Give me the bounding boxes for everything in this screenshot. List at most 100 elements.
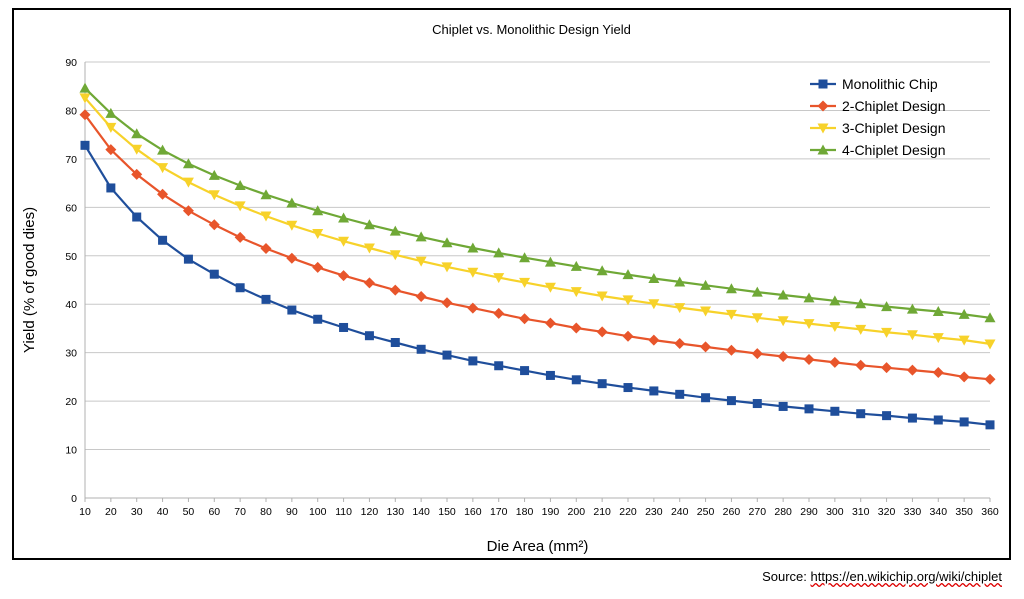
x-tick-label: 360 [981, 506, 999, 518]
data-point-series-2 [881, 327, 893, 338]
data-point-series-2 [648, 299, 660, 310]
data-point-series-2 [519, 277, 531, 288]
data-point-series-2 [441, 262, 453, 273]
y-tick-label: 30 [65, 348, 77, 360]
data-point-series-1 [674, 337, 686, 349]
data-point-series-1 [131, 168, 143, 180]
data-point-series-2 [79, 93, 91, 104]
x-tick-label: 130 [387, 506, 405, 518]
data-point-series-2 [622, 295, 634, 306]
data-point-series-3 [906, 303, 918, 314]
data-point-series-0 [726, 396, 736, 406]
source-link[interactable]: https://en.wikichip.org/wiki/chiplet [810, 569, 1002, 584]
data-point-series-1 [570, 322, 582, 334]
data-point-series-2 [984, 339, 996, 350]
x-tick-label: 350 [955, 506, 973, 518]
data-point-series-3 [79, 82, 91, 93]
x-tick-label: 120 [361, 506, 379, 518]
data-point-series-1 [286, 252, 298, 264]
data-point-series-2 [389, 250, 401, 261]
data-point-series-0 [545, 370, 555, 380]
x-tick-label: 20 [105, 506, 117, 518]
data-point-series-2 [544, 282, 556, 293]
data-point-series-2 [105, 122, 117, 133]
data-point-series-3 [131, 128, 143, 139]
data-point-series-1 [157, 188, 169, 200]
x-tick-label: 140 [412, 506, 430, 518]
data-point-series-3 [829, 295, 841, 306]
data-point-series-0 [804, 404, 814, 414]
data-point-series-0 [364, 331, 374, 341]
x-tick-label: 230 [645, 506, 663, 518]
data-point-series-3 [622, 269, 634, 280]
data-point-series-1 [312, 261, 324, 273]
data-point-series-3 [648, 273, 660, 284]
data-point-series-0 [856, 409, 866, 419]
data-point-series-3 [105, 107, 117, 118]
data-point-series-0 [830, 406, 840, 416]
data-point-series-1 [441, 297, 453, 309]
data-point-series-0 [106, 183, 116, 193]
data-point-series-3 [803, 292, 815, 303]
chart-frame: Chiplet vs. Monolithic Design Yield 0 10 20… [12, 8, 1011, 560]
data-point-series-0 [494, 361, 504, 371]
data-point-series-2 [363, 243, 375, 254]
data-point-series-0 [959, 417, 969, 427]
series-line-2 [84, 97, 991, 345]
data-point-series-2 [208, 190, 220, 201]
data-point-series-1 [622, 330, 634, 342]
data-point-series-2 [700, 306, 712, 317]
data-point-series-0 [985, 420, 995, 430]
data-point-series-2 [570, 287, 582, 298]
data-point-series-1 [829, 356, 841, 368]
y-tick-label: 70 [65, 154, 77, 166]
data-point-series-3 [363, 219, 375, 230]
data-point-series-0 [649, 386, 659, 396]
data-point-series-2 [467, 267, 479, 278]
series-line-3 [84, 87, 991, 319]
data-point-series-2 [131, 144, 143, 155]
data-point-series-1 [234, 231, 246, 243]
data-point-series-3 [493, 247, 505, 258]
legend-marker-1 [817, 100, 829, 112]
data-point-series-3 [570, 260, 582, 271]
legend-label: 3-Chiplet Design [842, 120, 946, 136]
x-tick-label: 110 [335, 506, 352, 518]
x-tick-label: 80 [260, 506, 272, 518]
data-point-series-2 [493, 273, 505, 284]
data-point-series-2 [725, 309, 737, 320]
x-tick-label: 150 [438, 506, 456, 518]
legend-label: 4-Chiplet Design [842, 142, 946, 158]
y-tick-label: 0 [71, 493, 77, 505]
data-point-series-1 [648, 334, 660, 346]
legend-marker-3 [817, 144, 829, 155]
data-point-series-0 [390, 337, 400, 347]
data-point-series-0 [597, 379, 607, 389]
data-point-series-1 [881, 362, 893, 374]
data-point-series-1 [700, 341, 712, 353]
x-tick-label: 240 [671, 506, 689, 518]
data-point-series-2 [596, 291, 608, 302]
data-point-series-1 [751, 348, 763, 360]
data-point-series-3 [519, 252, 531, 263]
x-tick-label: 180 [516, 506, 534, 518]
data-point-series-0 [882, 411, 892, 421]
x-tick-label: 160 [464, 506, 482, 518]
legend-label: 2-Chiplet Design [842, 98, 946, 114]
data-point-series-3 [389, 225, 401, 236]
data-point-series-3 [182, 158, 194, 169]
x-tick-label: 30 [131, 506, 143, 518]
x-tick-label: 270 [749, 506, 767, 518]
data-point-series-3 [984, 312, 996, 323]
x-tick-label: 310 [852, 506, 870, 518]
data-point-series-2 [958, 335, 970, 346]
data-point-series-0 [623, 383, 633, 393]
data-point-series-1 [984, 373, 996, 385]
data-point-series-1 [932, 367, 944, 379]
data-point-series-0 [80, 140, 90, 150]
data-point-series-3 [260, 189, 272, 200]
yield-line-chart: Chiplet vs. Monolithic Design Yield01020… [21, 22, 999, 555]
data-point-series-0 [287, 305, 297, 315]
y-tick-label: 40 [65, 299, 77, 311]
data-point-series-1 [777, 351, 789, 363]
